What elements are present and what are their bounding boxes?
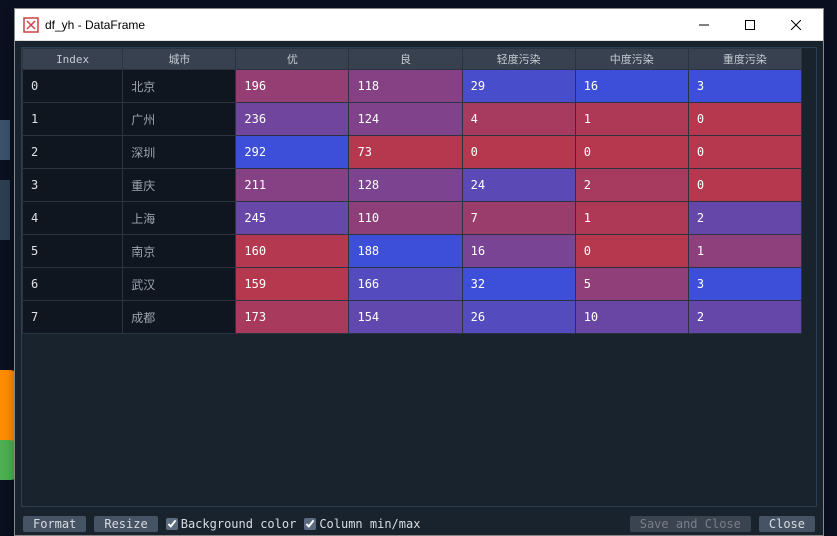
column-header[interactable]: 重度污染 bbox=[688, 49, 801, 70]
value-cell[interactable]: 159 bbox=[236, 268, 349, 301]
value-cell[interactable]: 29 bbox=[462, 70, 575, 103]
value-cell[interactable]: 166 bbox=[349, 268, 462, 301]
column-header[interactable]: 中度污染 bbox=[575, 49, 688, 70]
value-cell[interactable]: 124 bbox=[349, 103, 462, 136]
table-row: 7成都17315426102 bbox=[23, 301, 802, 334]
value-cell[interactable]: 3 bbox=[688, 268, 801, 301]
value-cell[interactable]: 292 bbox=[236, 136, 349, 169]
table-row: 0北京19611829163 bbox=[23, 70, 802, 103]
dataframe-table: Index城市优良轻度污染中度污染重度污染 0北京196118291631广州2… bbox=[22, 48, 802, 334]
value-cell[interactable]: 0 bbox=[688, 169, 801, 202]
value-cell[interactable]: 245 bbox=[236, 202, 349, 235]
close-footer-button[interactable]: Close bbox=[759, 516, 815, 532]
value-cell[interactable]: 118 bbox=[349, 70, 462, 103]
value-cell[interactable]: 0 bbox=[575, 136, 688, 169]
city-cell[interactable]: 成都 bbox=[123, 301, 236, 334]
dataframe-viewer-window: df_yh - DataFrame Index城市优良轻度污染中度污染重度污染 … bbox=[14, 8, 824, 536]
background-color-label: Background color bbox=[181, 517, 297, 531]
value-cell[interactable]: 196 bbox=[236, 70, 349, 103]
index-cell[interactable]: 6 bbox=[23, 268, 123, 301]
value-cell[interactable]: 236 bbox=[236, 103, 349, 136]
value-cell[interactable]: 0 bbox=[688, 103, 801, 136]
table-row: 6武汉1591663253 bbox=[23, 268, 802, 301]
table-row: 2深圳29273000 bbox=[23, 136, 802, 169]
index-cell[interactable]: 4 bbox=[23, 202, 123, 235]
value-cell[interactable]: 4 bbox=[462, 103, 575, 136]
value-cell[interactable]: 160 bbox=[236, 235, 349, 268]
value-cell[interactable]: 26 bbox=[462, 301, 575, 334]
value-cell[interactable]: 10 bbox=[575, 301, 688, 334]
value-cell[interactable]: 2 bbox=[688, 301, 801, 334]
background-color-checkbox[interactable]: Background color bbox=[166, 517, 297, 531]
column-header[interactable]: 优 bbox=[236, 49, 349, 70]
value-cell[interactable]: 32 bbox=[462, 268, 575, 301]
table-row: 1广州236124410 bbox=[23, 103, 802, 136]
index-cell[interactable]: 3 bbox=[23, 169, 123, 202]
value-cell[interactable]: 0 bbox=[575, 235, 688, 268]
city-cell[interactable]: 深圳 bbox=[123, 136, 236, 169]
city-cell[interactable]: 重庆 bbox=[123, 169, 236, 202]
column-minmax-label: Column min/max bbox=[319, 517, 420, 531]
column-header[interactable]: Index bbox=[23, 49, 123, 70]
value-cell[interactable]: 16 bbox=[575, 70, 688, 103]
index-cell[interactable]: 0 bbox=[23, 70, 123, 103]
index-cell[interactable]: 5 bbox=[23, 235, 123, 268]
app-icon bbox=[23, 17, 39, 33]
value-cell[interactable]: 2 bbox=[688, 202, 801, 235]
value-cell[interactable]: 16 bbox=[462, 235, 575, 268]
value-cell[interactable]: 128 bbox=[349, 169, 462, 202]
value-cell[interactable]: 1 bbox=[575, 103, 688, 136]
value-cell[interactable]: 73 bbox=[349, 136, 462, 169]
value-cell[interactable]: 24 bbox=[462, 169, 575, 202]
table-scroll-area[interactable]: Index城市优良轻度污染中度污染重度污染 0北京196118291631广州2… bbox=[21, 47, 817, 507]
value-cell[interactable]: 7 bbox=[462, 202, 575, 235]
city-cell[interactable]: 广州 bbox=[123, 103, 236, 136]
city-cell[interactable]: 北京 bbox=[123, 70, 236, 103]
value-cell[interactable]: 1 bbox=[688, 235, 801, 268]
minimize-button[interactable] bbox=[681, 10, 727, 40]
index-cell[interactable]: 7 bbox=[23, 301, 123, 334]
column-minmax-checkbox-input[interactable] bbox=[304, 518, 316, 530]
index-cell[interactable]: 2 bbox=[23, 136, 123, 169]
city-cell[interactable]: 上海 bbox=[123, 202, 236, 235]
value-cell[interactable]: 154 bbox=[349, 301, 462, 334]
format-button[interactable]: Format bbox=[23, 516, 86, 532]
column-header[interactable]: 城市 bbox=[123, 49, 236, 70]
value-cell[interactable]: 2 bbox=[575, 169, 688, 202]
column-header[interactable]: 良 bbox=[349, 49, 462, 70]
value-cell[interactable]: 188 bbox=[349, 235, 462, 268]
value-cell[interactable]: 211 bbox=[236, 169, 349, 202]
city-cell[interactable]: 武汉 bbox=[123, 268, 236, 301]
value-cell[interactable]: 1 bbox=[575, 202, 688, 235]
footer-bar: Format Resize Background color Column mi… bbox=[15, 513, 823, 535]
value-cell[interactable]: 0 bbox=[462, 136, 575, 169]
window-title: df_yh - DataFrame bbox=[45, 18, 681, 32]
column-header[interactable]: 轻度污染 bbox=[462, 49, 575, 70]
close-button[interactable] bbox=[773, 10, 819, 40]
table-row: 5南京1601881601 bbox=[23, 235, 802, 268]
maximize-button[interactable] bbox=[727, 10, 773, 40]
index-cell[interactable]: 1 bbox=[23, 103, 123, 136]
titlebar[interactable]: df_yh - DataFrame bbox=[15, 9, 823, 41]
table-row: 3重庆2111282420 bbox=[23, 169, 802, 202]
value-cell[interactable]: 173 bbox=[236, 301, 349, 334]
resize-button[interactable]: Resize bbox=[94, 516, 157, 532]
value-cell[interactable]: 5 bbox=[575, 268, 688, 301]
body-area: Index城市优良轻度污染中度污染重度污染 0北京196118291631广州2… bbox=[15, 41, 823, 535]
value-cell[interactable]: 110 bbox=[349, 202, 462, 235]
background-color-checkbox-input[interactable] bbox=[166, 518, 178, 530]
save-and-close-button[interactable]: Save and Close bbox=[630, 516, 751, 532]
column-minmax-checkbox[interactable]: Column min/max bbox=[304, 517, 420, 531]
value-cell[interactable]: 0 bbox=[688, 136, 801, 169]
value-cell[interactable]: 3 bbox=[688, 70, 801, 103]
table-row: 4上海245110712 bbox=[23, 202, 802, 235]
city-cell[interactable]: 南京 bbox=[123, 235, 236, 268]
